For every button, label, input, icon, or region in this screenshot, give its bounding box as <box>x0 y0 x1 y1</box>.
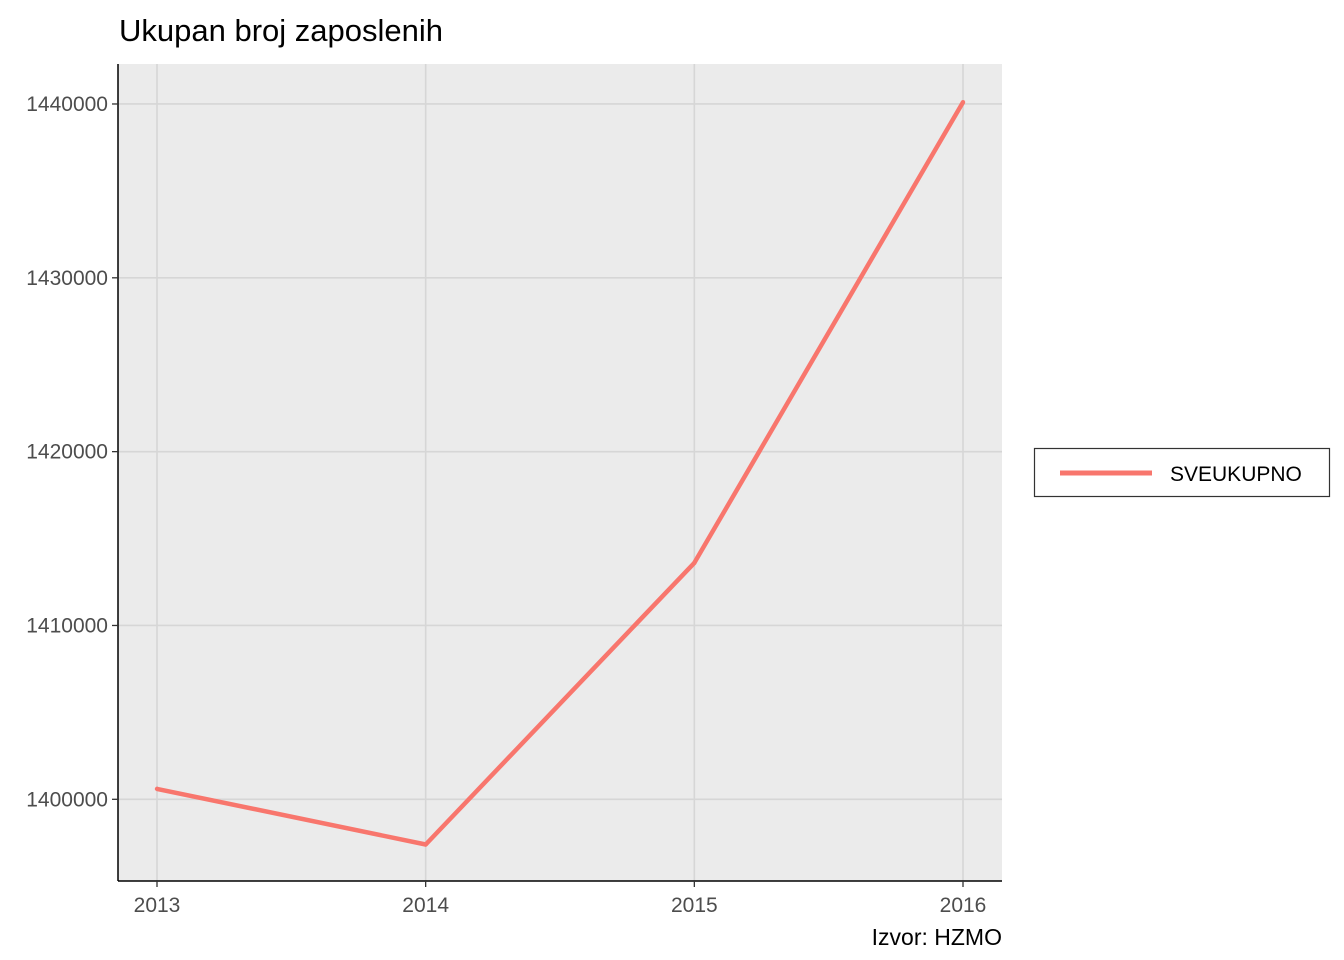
chart-title: Ukupan broj zaposlenih <box>119 13 443 48</box>
x-tick-label: 2013 <box>134 894 181 917</box>
x-tick-label: 2016 <box>940 894 987 917</box>
data-point <box>692 560 697 566</box>
legend-label-sveukupno: SVEUKUPNO <box>1170 463 1302 486</box>
x-tick-label: 2014 <box>402 894 449 917</box>
series-line-sveukupno <box>156 101 965 847</box>
y-tick-label: 1440000 <box>26 93 108 116</box>
data-point <box>423 842 428 847</box>
y-tick-label: 1400000 <box>26 788 108 811</box>
legend: SVEUKUPNO <box>1033 447 1331 498</box>
series-layer <box>154 100 966 847</box>
x-axis-ticks: 2013 2014 2015 2016 <box>134 881 987 917</box>
grid-lines <box>118 64 1002 881</box>
y-tick-label: 1430000 <box>26 267 108 290</box>
x-tick-label: 2015 <box>671 894 718 917</box>
chart-caption: Izvor: HZMO <box>872 924 1002 950</box>
y-tick-label: 1420000 <box>26 441 108 464</box>
plot-panel <box>118 64 1002 881</box>
data-point <box>960 100 966 105</box>
y-tick-label: 1410000 <box>26 614 108 637</box>
data-point <box>154 786 160 792</box>
y-axis-ticks: 1400000 1410000 1420000 1430000 1440000 <box>26 93 118 811</box>
